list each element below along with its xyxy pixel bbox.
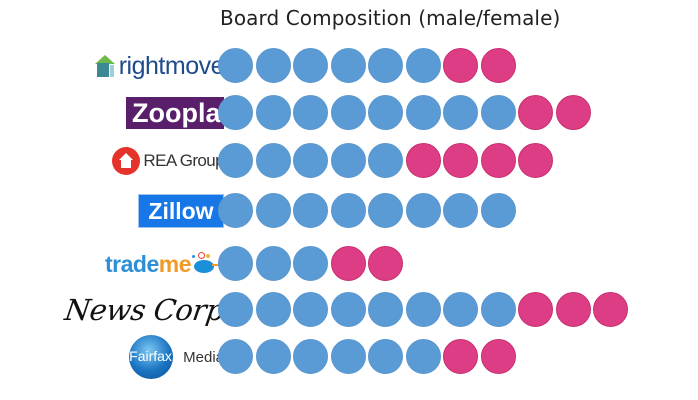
board-dots (218, 339, 518, 374)
trademe-logo: trade me (105, 244, 224, 284)
male-member-circle-icon (293, 143, 328, 178)
male-member-circle-icon (480, 95, 516, 130)
male-member-circle-icon (443, 193, 478, 228)
board-dots (218, 292, 631, 327)
male-member-circle-icon (293, 246, 328, 281)
news-corp-logo: News Corp (62, 290, 227, 330)
male-member-circle-icon (293, 339, 328, 374)
board-dots (218, 48, 518, 83)
male-member-circle-icon (218, 193, 253, 228)
male-member-circle-icon (330, 48, 366, 83)
male-member-circle-icon (405, 339, 441, 374)
logo-text: News Corp (62, 293, 227, 327)
company-row-trademe: trade me (0, 244, 698, 284)
male-member-circle-icon (405, 193, 441, 228)
female-member-circle-icon (480, 339, 516, 374)
female-member-circle-icon (480, 48, 516, 83)
male-member-circle-icon (255, 193, 291, 228)
female-member-circle-icon (405, 143, 441, 178)
male-member-circle-icon (480, 292, 516, 327)
male-member-circle-icon (330, 339, 366, 374)
male-member-circle-icon (218, 48, 253, 83)
logo-text-fairfax: Fairfax (129, 348, 172, 364)
female-member-circle-icon (555, 292, 591, 327)
male-member-circle-icon (255, 339, 291, 374)
male-member-circle-icon (443, 292, 478, 327)
male-member-circle-icon (218, 339, 253, 374)
male-member-circle-icon (368, 292, 403, 327)
zoopla-logo: Zoopla (126, 93, 224, 133)
male-member-circle-icon (293, 95, 328, 130)
male-member-circle-icon (330, 143, 366, 178)
fairfax-media-logo: Fairfax Media (129, 335, 224, 379)
female-member-circle-icon (443, 143, 478, 178)
company-row-zoopla: Zoopla (0, 93, 698, 133)
logo-text: Zillow (138, 194, 224, 228)
logo-text: REA Group (143, 151, 224, 170)
company-row-rightmove: rightmove (0, 46, 698, 86)
male-member-circle-icon (293, 292, 328, 327)
male-member-circle-icon (405, 95, 441, 130)
male-member-circle-icon (293, 193, 328, 228)
board-dots (218, 246, 406, 281)
male-member-circle-icon (368, 339, 403, 374)
female-member-circle-icon (330, 246, 366, 281)
male-member-circle-icon (480, 193, 516, 228)
logo-text: Zoopla (126, 97, 224, 129)
zillow-logo: Zillow (138, 191, 224, 231)
chart-title: Board Composition (male/female) (220, 6, 561, 30)
male-member-circle-icon (368, 193, 403, 228)
male-member-circle-icon (368, 48, 403, 83)
male-member-circle-icon (330, 95, 366, 130)
female-member-circle-icon (593, 292, 628, 327)
male-member-circle-icon (368, 143, 403, 178)
male-member-circle-icon (330, 292, 366, 327)
rightmove-logo: rightmove (94, 46, 225, 86)
male-member-circle-icon (218, 246, 253, 281)
male-member-circle-icon (255, 48, 291, 83)
male-member-circle-icon (218, 143, 253, 178)
female-member-circle-icon (518, 143, 553, 178)
house-badge-icon (112, 147, 141, 175)
male-member-circle-icon (255, 246, 291, 281)
company-row-news-corp: News Corp (0, 290, 698, 330)
male-member-circle-icon (218, 95, 253, 130)
logo-text: rightmove (118, 51, 225, 80)
company-row-fairfax-media: Fairfax Media (0, 335, 698, 379)
male-member-circle-icon (443, 95, 478, 130)
male-member-circle-icon (255, 95, 291, 130)
female-member-circle-icon (368, 246, 403, 281)
logo-text-me: me (158, 250, 192, 277)
female-member-circle-icon (480, 143, 516, 178)
male-member-circle-icon (405, 292, 441, 327)
board-dots (218, 193, 518, 228)
rea-group-logo: REA Group (112, 141, 225, 181)
male-member-circle-icon (293, 48, 328, 83)
board-dots (218, 95, 593, 130)
female-member-circle-icon (555, 95, 591, 130)
logo-text-trade: trade (105, 250, 159, 277)
male-member-circle-icon (405, 48, 441, 83)
female-member-circle-icon (518, 95, 553, 130)
house-icon (94, 55, 115, 77)
male-member-circle-icon (330, 193, 366, 228)
male-member-circle-icon (368, 95, 403, 130)
female-member-circle-icon (443, 48, 478, 83)
male-member-circle-icon (255, 143, 291, 178)
male-member-circle-icon (218, 292, 253, 327)
company-row-rea-group: REA Group (0, 141, 698, 181)
globe-icon: Fairfax (129, 335, 174, 379)
female-member-circle-icon (518, 292, 553, 327)
logo-text-media: Media (183, 348, 224, 366)
female-member-circle-icon (443, 339, 478, 374)
male-member-circle-icon (255, 292, 291, 327)
board-dots (218, 143, 556, 178)
company-row-zillow: Zillow (0, 191, 698, 231)
